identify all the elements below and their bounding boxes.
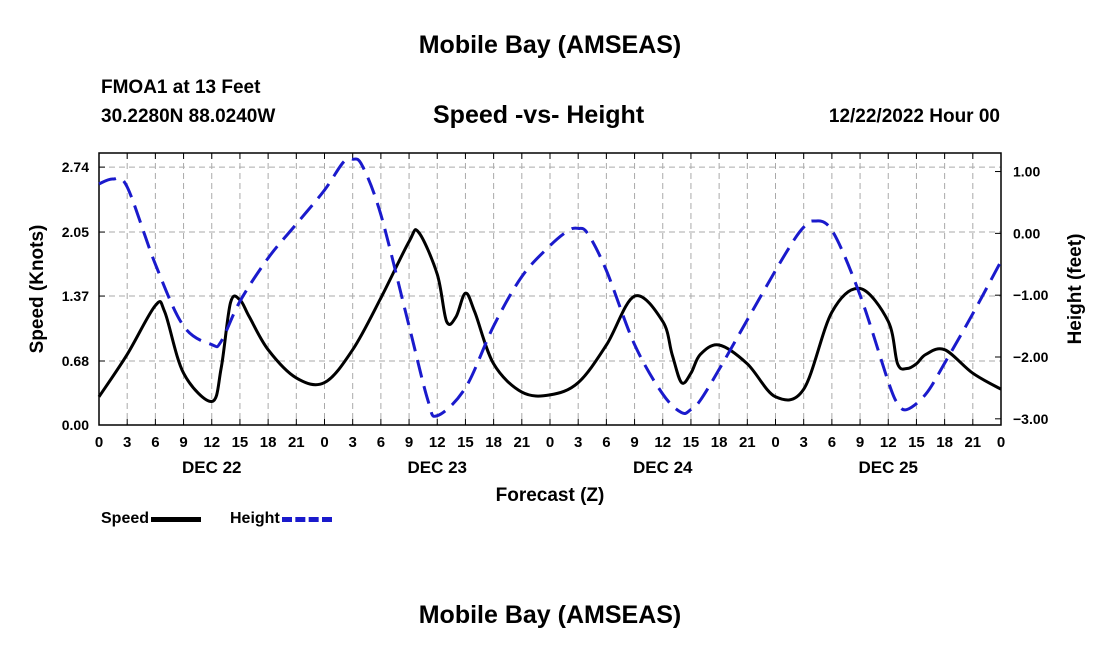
y-tick-label: 0.68: [62, 353, 89, 369]
x-tick-label: 21: [739, 434, 756, 451]
station-coords: 30.2280N 88.0240W: [101, 106, 276, 127]
x-tick-label: 12: [654, 434, 671, 451]
x-tick-label: 12: [880, 434, 897, 451]
legend-height-swatch: [281, 516, 332, 522]
x-tick-label: 18: [936, 434, 953, 451]
chart-title: Speed -vs- Height: [433, 101, 645, 129]
day-label: DEC 25: [858, 458, 918, 477]
x-tick-label: 6: [828, 434, 836, 451]
x-tick-label: 3: [800, 434, 808, 451]
station-label: FMOA1 at 13 Feet: [101, 77, 261, 98]
y-tick-label: 2.74: [62, 159, 89, 175]
y-tick-label: 0.00: [62, 417, 89, 433]
x-tick-label: 9: [856, 434, 864, 451]
legend-height: Height: [230, 508, 332, 530]
x-tick-label: 3: [574, 434, 582, 451]
legend-speed: Speed: [101, 508, 202, 530]
run-time: 12/22/2022 Hour 00: [828, 106, 1000, 127]
x-tick-label: 0: [546, 434, 554, 451]
x-tick-label: 15: [232, 434, 249, 451]
x-tick-label: 15: [908, 434, 925, 451]
x-tick-label: 9: [405, 434, 413, 451]
x-tick-label: 0: [997, 434, 1005, 451]
y2-tick-label: −1.00: [1013, 287, 1049, 303]
day-label: DEC 24: [633, 458, 693, 477]
y-tick-label: 2.05: [62, 224, 89, 240]
series-line-speed: [97, 228, 1002, 403]
y2-tick-label: 1.00: [1013, 164, 1040, 180]
legend-speed-label: Speed: [101, 510, 150, 527]
speed-height-chart: 0 3 6 9 12 15 18 21 0 3 6 9 12 15 18 21 0 3 6 9 12 15 18 21 0 3 6 9…: [27, 152, 1086, 506]
y-tick-label: 1.37: [62, 288, 89, 304]
day-label: DEC 22: [182, 458, 242, 477]
x-tick-label: 18: [711, 434, 728, 451]
x-tick-label: 6: [602, 434, 610, 451]
x-tick-label: 15: [683, 434, 700, 451]
x-tick-label: 12: [429, 434, 446, 451]
series-line-height: [98, 157, 1003, 418]
y2-axis-label: Height (feet): [1065, 234, 1086, 345]
x-tick-label: 21: [964, 434, 981, 451]
y2-tick-label: −2.00: [1013, 349, 1049, 365]
day-label: DEC 23: [407, 458, 467, 477]
y2-tick-label: −3.00: [1013, 411, 1049, 427]
x-tick-label: 18: [485, 434, 502, 451]
x-tick-label: 9: [630, 434, 638, 451]
x-tick-label: 18: [260, 434, 277, 451]
footer-title: Mobile Bay (AMSEAS): [418, 601, 682, 629]
y2-tick-label: 0.00: [1013, 225, 1040, 241]
legend-speed-swatch: [151, 516, 202, 522]
x-axis-label: Forecast (Z): [496, 485, 605, 506]
y-axis-label: Speed (Knots): [27, 225, 48, 354]
x-tick-label: 21: [288, 434, 305, 451]
x-tick-label: 21: [513, 434, 530, 451]
x-tick-label: 0: [95, 434, 103, 451]
main-title: Mobile Bay (AMSEAS): [418, 31, 682, 59]
x-tick-label: 3: [349, 434, 357, 451]
x-tick-label: 6: [151, 434, 159, 451]
x-tick-label: 9: [179, 434, 187, 451]
x-tick-label: 3: [123, 434, 131, 451]
x-tick-label: 15: [457, 434, 474, 451]
x-tick-label: 12: [203, 434, 220, 451]
x-tick-label: 0: [771, 434, 779, 451]
x-tick-label: 0: [320, 434, 328, 451]
legend-height-label: Height: [230, 510, 280, 527]
x-tick-label: 6: [377, 434, 385, 451]
